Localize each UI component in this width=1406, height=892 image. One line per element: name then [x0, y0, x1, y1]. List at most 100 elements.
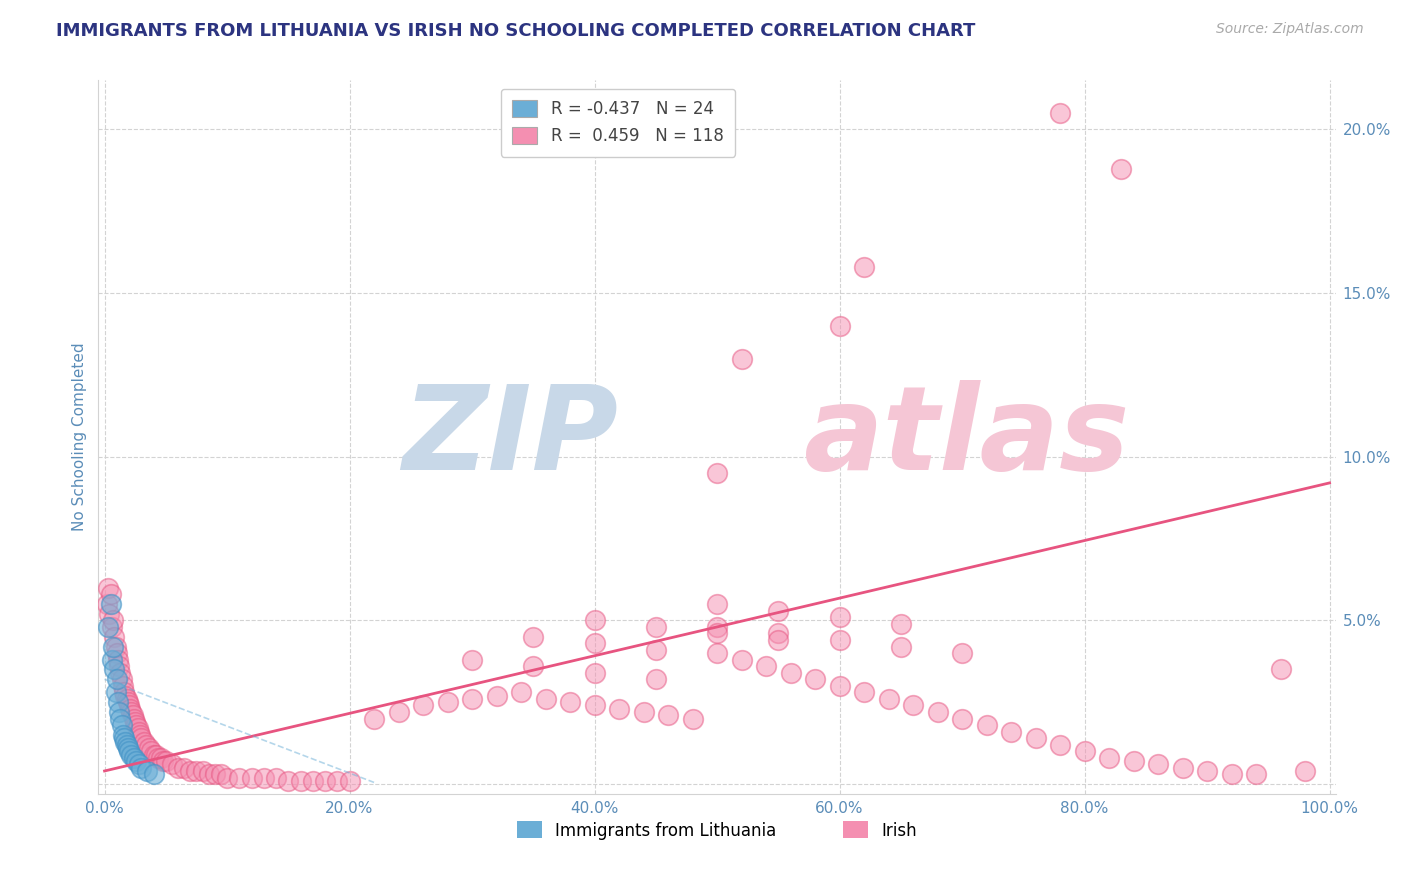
Point — [98, 607, 121, 621]
Point — [112, 731, 135, 746]
Point — [1111, 161, 1133, 176]
Point — [101, 653, 124, 667]
Point — [110, 665, 132, 680]
Point — [901, 698, 924, 713]
Point — [138, 741, 160, 756]
Point — [853, 260, 876, 274]
Point — [644, 620, 666, 634]
Point — [755, 659, 778, 673]
Point — [108, 705, 131, 719]
Point — [706, 597, 728, 611]
Point — [110, 712, 132, 726]
Point — [115, 692, 138, 706]
Point — [363, 712, 385, 726]
Point — [522, 659, 544, 673]
Point — [97, 620, 120, 634]
Point — [215, 771, 238, 785]
Point — [111, 718, 134, 732]
Point — [326, 773, 349, 788]
Point — [107, 653, 129, 667]
Point — [804, 673, 827, 687]
Point — [122, 712, 145, 726]
Point — [277, 773, 299, 788]
Point — [148, 751, 170, 765]
Point — [264, 771, 287, 785]
Point — [485, 689, 508, 703]
Legend: Immigrants from Lithuania, Irish: Immigrants from Lithuania, Irish — [510, 814, 924, 847]
Point — [1073, 744, 1095, 758]
Point — [118, 698, 141, 713]
Point — [828, 679, 851, 693]
Point — [706, 646, 728, 660]
Point — [114, 689, 136, 703]
Point — [1171, 761, 1194, 775]
Point — [152, 754, 174, 768]
Point — [950, 712, 973, 726]
Point — [129, 728, 152, 742]
Point — [122, 751, 145, 765]
Point — [730, 351, 752, 366]
Point — [633, 705, 655, 719]
Point — [412, 698, 434, 713]
Point — [112, 685, 135, 699]
Point — [96, 597, 118, 611]
Point — [461, 692, 484, 706]
Point — [706, 620, 728, 634]
Point — [1000, 724, 1022, 739]
Point — [197, 767, 219, 781]
Point — [100, 587, 122, 601]
Point — [209, 767, 232, 781]
Point — [121, 705, 143, 719]
Point — [768, 633, 790, 648]
Point — [105, 646, 128, 660]
Point — [877, 692, 900, 706]
Point — [103, 663, 125, 677]
Point — [103, 630, 125, 644]
Point — [125, 718, 148, 732]
Point — [927, 705, 949, 719]
Point — [136, 764, 159, 778]
Point — [828, 318, 851, 333]
Point — [167, 761, 190, 775]
Point — [127, 722, 149, 736]
Point — [121, 747, 143, 762]
Point — [522, 630, 544, 644]
Point — [128, 724, 150, 739]
Point — [1025, 731, 1047, 746]
Point — [100, 597, 122, 611]
Point — [111, 679, 134, 693]
Point — [890, 640, 912, 654]
Point — [118, 744, 141, 758]
Text: Source: ZipAtlas.com: Source: ZipAtlas.com — [1216, 22, 1364, 37]
Point — [142, 767, 165, 781]
Point — [1147, 757, 1170, 772]
Point — [583, 614, 606, 628]
Point — [117, 695, 139, 709]
Point — [128, 757, 150, 772]
Point — [129, 731, 152, 746]
Point — [101, 620, 124, 634]
Point — [583, 665, 606, 680]
Point — [139, 744, 162, 758]
Point — [117, 741, 139, 756]
Point — [121, 708, 143, 723]
Point — [240, 771, 263, 785]
Point — [191, 764, 214, 778]
Point — [1244, 767, 1267, 781]
Point — [461, 653, 484, 667]
Point — [145, 747, 167, 762]
Point — [155, 754, 177, 768]
Point — [107, 695, 129, 709]
Point — [124, 714, 146, 729]
Point — [828, 610, 851, 624]
Point — [583, 636, 606, 650]
Point — [1098, 751, 1121, 765]
Point — [120, 702, 142, 716]
Point — [105, 673, 128, 687]
Point — [853, 685, 876, 699]
Point — [186, 764, 208, 778]
Point — [149, 751, 172, 765]
Point — [644, 643, 666, 657]
Y-axis label: No Schooling Completed: No Schooling Completed — [72, 343, 87, 532]
Point — [1197, 764, 1219, 778]
